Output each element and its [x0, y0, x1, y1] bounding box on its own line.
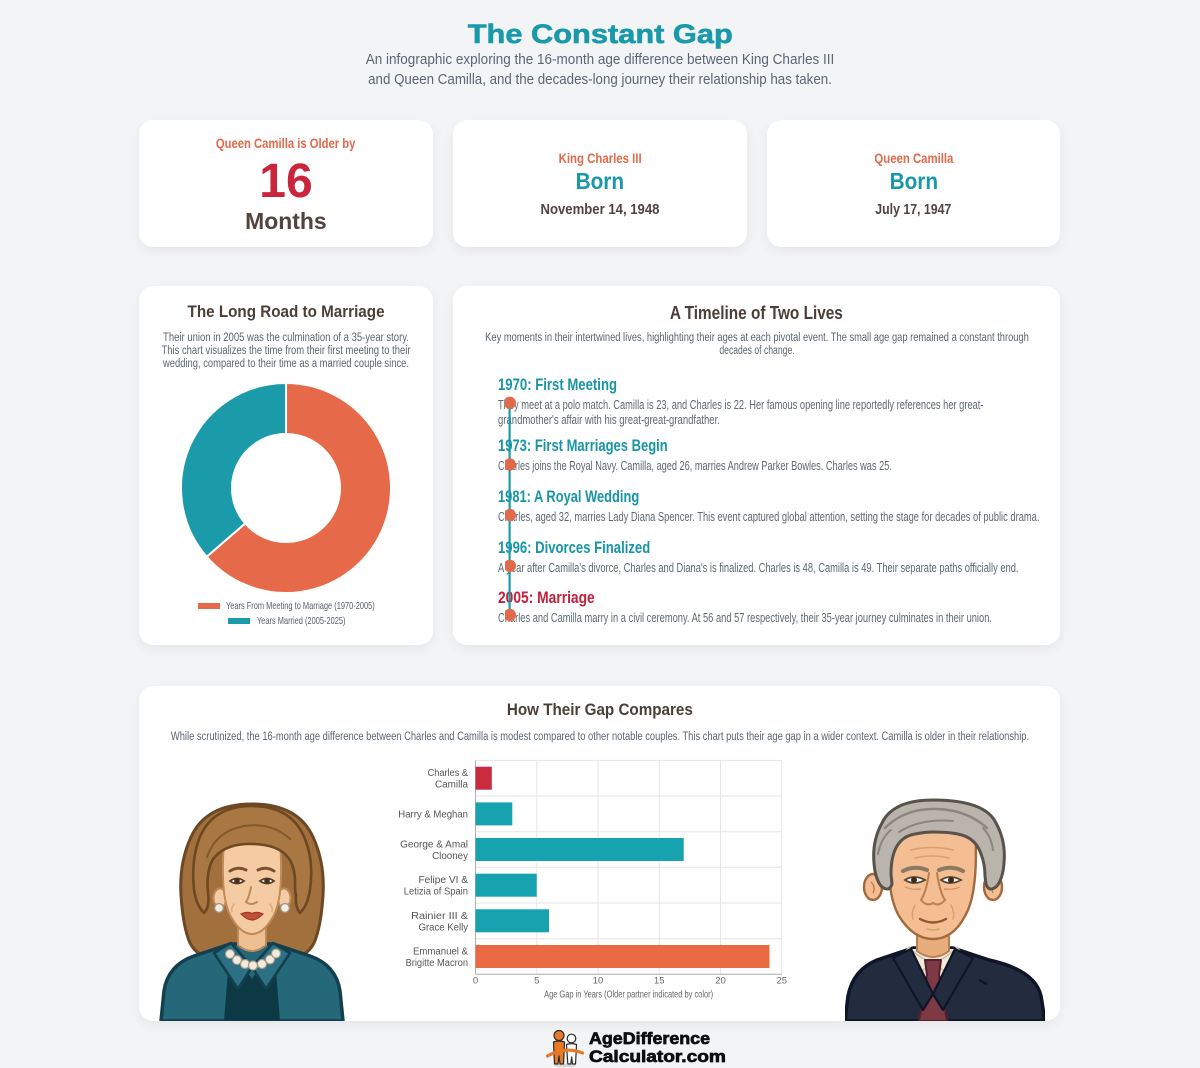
svg-text:Clooney: Clooney — [432, 851, 468, 862]
svg-text:15: 15 — [654, 976, 665, 987]
svg-text:25: 25 — [777, 976, 788, 987]
svg-text:George & Amal: George & Amal — [400, 840, 468, 851]
svg-text:Letizia of Spain: Letizia of Spain — [404, 887, 468, 898]
svg-text:20: 20 — [715, 976, 726, 987]
svg-text:Charles &: Charles & — [428, 768, 469, 779]
svg-text:5: 5 — [534, 976, 539, 987]
svg-text:10: 10 — [593, 976, 604, 987]
svg-text:Age Gap in Years (Older partne: Age Gap in Years (Older partner indicate… — [544, 990, 713, 1001]
svg-text:Harry & Meghan: Harry & Meghan — [398, 809, 468, 820]
svg-text:Brigitte Macron: Brigitte Macron — [406, 958, 468, 969]
svg-text:Camilla: Camilla — [435, 780, 468, 791]
svg-text:Felipe VI &: Felipe VI & — [419, 875, 469, 886]
svg-text:Emmanuel &: Emmanuel & — [413, 947, 468, 958]
svg-text:0: 0 — [473, 976, 478, 987]
svg-text:Grace Kelly: Grace Kelly — [419, 922, 469, 933]
svg-text:Rainier III &: Rainier III & — [411, 911, 468, 922]
